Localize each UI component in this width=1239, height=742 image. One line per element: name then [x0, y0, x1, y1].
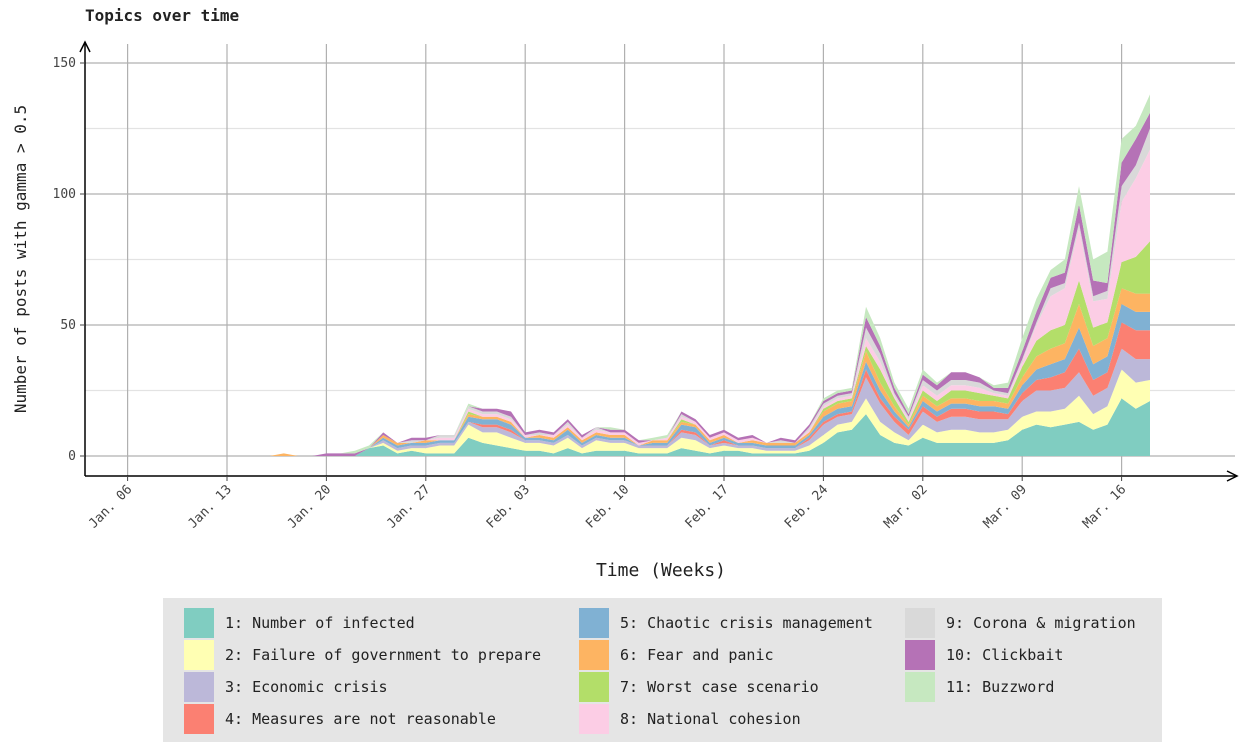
legend-label: 11: Buzzword [946, 678, 1055, 696]
legend-swatch [579, 704, 609, 734]
legend-item: 4: Measures are not reasonable [184, 704, 496, 734]
x-tick-label: Feb. 17 [682, 482, 731, 531]
x-tick-label: Jan. 20 [285, 482, 334, 531]
legend-label: 5: Chaotic crisis management [620, 614, 873, 632]
y-axis-arrow [79, 40, 91, 53]
legend-item: 9: Corona & migration [905, 608, 1136, 638]
area-chart: Jan. 06 Jan. 13 Jan. 20 Jan. 27 Feb. 03 Feb. … [11, 40, 1239, 581]
x-tick-label: Jan. 13 [185, 482, 234, 531]
legend-swatch [579, 672, 609, 702]
area-series-2 [85, 369, 1150, 456]
legend-swatch [905, 672, 935, 702]
x-tick-label: Mar. 09 [981, 482, 1030, 531]
legend: 1: Number of infected 2: Failure of gover… [163, 598, 1162, 742]
stacked-areas [85, 94, 1150, 457]
x-tick-label: Jan. 06 [86, 482, 135, 531]
x-axis-label: Time (Weeks) [596, 560, 726, 581]
axes [79, 40, 1239, 482]
chart-title: Topics over time [85, 6, 240, 25]
y-tick-labels: 0 50 100 150 [53, 56, 76, 464]
legend-label: 10: Clickbait [946, 646, 1064, 664]
legend-item: 6: Fear and panic [579, 640, 774, 670]
legend-item: 1: Number of infected [184, 608, 415, 638]
x-tick-label: Feb. 10 [583, 482, 632, 531]
x-tick-label: Mar. 16 [1080, 482, 1129, 531]
legend-item: 8: National cohesion [579, 704, 801, 734]
y-tick-label: 50 [60, 318, 76, 333]
legend-label: 4: Measures are not reasonable [225, 710, 496, 728]
legend-label: 6: Fear and panic [620, 646, 774, 664]
legend-swatch [905, 640, 935, 670]
legend-swatch [184, 608, 214, 638]
legend-swatch [579, 608, 609, 638]
x-tick-label: Feb. 03 [484, 482, 533, 531]
y-tick-label: 0 [68, 449, 76, 464]
legend-swatch [184, 672, 214, 702]
area-series-1 [85, 398, 1150, 456]
legend-item: 2: Failure of government to prepare [184, 640, 541, 670]
legend-item: 11: Buzzword [905, 672, 1054, 702]
y-axis-label: Number of posts with gamma > 0.5 [11, 105, 30, 413]
x-tick-labels: Jan. 06 Jan. 13 Jan. 20 Jan. 27 Feb. 03 Feb. … [86, 482, 1129, 531]
legend-label: 9: Corona & migration [946, 614, 1136, 632]
legend-label: 1: Number of infected [225, 614, 415, 632]
y-tick-label: 100 [53, 187, 76, 202]
x-axis-arrow [1226, 470, 1239, 482]
legend-swatch [184, 640, 214, 670]
legend-label: 3: Economic crisis [225, 678, 388, 696]
x-tick-label: Feb. 24 [782, 482, 831, 531]
legend-item: 5: Chaotic crisis management [579, 608, 873, 638]
legend-label: 7: Worst case scenario [620, 678, 819, 696]
legend-item: 3: Economic crisis [184, 672, 388, 702]
legend-item: 7: Worst case scenario [579, 672, 819, 702]
x-tick-label: Mar. 02 [881, 482, 930, 531]
legend-swatch [905, 608, 935, 638]
x-tick-label: Jan. 27 [384, 482, 433, 531]
legend-label: 8: National cohesion [620, 710, 801, 728]
legend-item: 10: Clickbait [905, 640, 1063, 670]
legend-swatch [184, 704, 214, 734]
legend-label: 2: Failure of government to prepare [225, 646, 542, 664]
y-tick-label: 150 [53, 56, 76, 71]
legend-swatch [579, 640, 609, 670]
